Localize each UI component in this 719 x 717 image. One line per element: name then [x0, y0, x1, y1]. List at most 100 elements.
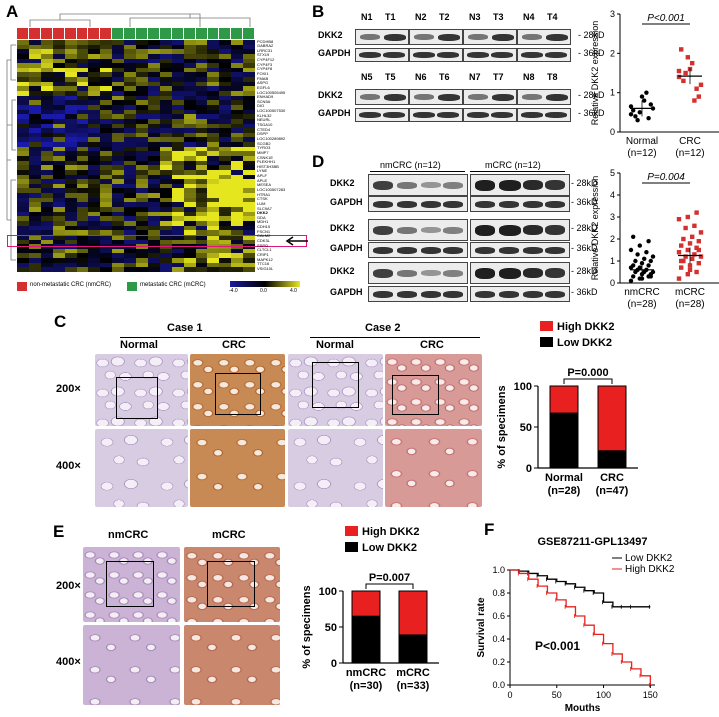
legend-m-swatch	[127, 282, 137, 291]
data-point	[635, 252, 640, 257]
heatmap-cell	[231, 137, 244, 143]
heatmap-cell	[64, 220, 77, 227]
group-cell	[219, 28, 232, 39]
heatmap-cell	[219, 253, 232, 259]
heatmap-cell	[159, 193, 173, 199]
heatmap-cell	[207, 202, 220, 208]
y-tick-label: 3	[610, 9, 615, 19]
heatmap-cell	[124, 63, 137, 69]
blot-gapdh	[463, 108, 517, 122]
heatmap-cell	[183, 174, 196, 180]
heatmap-cell	[207, 174, 220, 180]
group-n: (n=28)	[548, 485, 581, 497]
heatmap-cell	[124, 142, 137, 148]
c-case1-crc-400	[190, 429, 285, 507]
blot-band	[443, 181, 463, 189]
blot-band	[545, 112, 567, 118]
heatmap-cell	[100, 179, 113, 185]
heatmap-cell	[17, 207, 30, 213]
heatmap-cell	[183, 95, 196, 101]
gene-label: DKK2	[257, 210, 268, 216]
heatmap-cell	[159, 40, 173, 46]
panel-d-label: D	[312, 152, 325, 171]
heatmap-cell	[40, 216, 54, 222]
heatmap-cell	[171, 44, 185, 50]
heatmap-cell	[28, 174, 42, 180]
heatmap-cell	[183, 151, 196, 157]
heatmap-cell	[76, 202, 89, 208]
group-cell	[100, 28, 113, 39]
heatmap-cell	[76, 230, 89, 236]
heatmap-cell	[195, 179, 208, 185]
group-cell	[159, 28, 172, 39]
heatmap-cell	[147, 40, 161, 46]
heatmap-cell	[100, 95, 113, 101]
heatmap-cell	[207, 40, 220, 46]
heatmap-cell	[147, 202, 161, 208]
heatmap-cell	[231, 132, 244, 138]
heatmap-cell	[231, 72, 244, 78]
y-tick-label: 100	[319, 586, 337, 598]
heatmap-cell	[231, 258, 244, 264]
heatmap-cell	[17, 193, 30, 199]
heatmap-cell	[88, 211, 101, 217]
heatmap-cell	[183, 211, 196, 217]
c-case2: Case 2	[365, 322, 401, 334]
heatmap-cell	[171, 81, 185, 87]
heatmap-cell	[76, 53, 89, 60]
mw-label: - 28kD	[578, 90, 605, 100]
heatmap-cell	[231, 77, 244, 83]
heatmap-cell	[207, 63, 220, 69]
heatmap-cell	[231, 174, 244, 180]
heatmap-cell	[100, 137, 113, 143]
gene-label: SSPO	[257, 242, 269, 248]
heatmap-cell	[124, 67, 137, 73]
gene-label: LUM	[257, 200, 266, 206]
heatmap-cell	[147, 253, 161, 259]
heatmap-cell	[40, 239, 54, 245]
heatmap-cell	[147, 211, 161, 217]
heatmap-cell	[219, 100, 232, 106]
heatmap-cell	[231, 128, 244, 134]
heatmap-cell	[64, 137, 77, 143]
blot-band	[437, 52, 459, 58]
heatmap-cell	[207, 230, 220, 236]
heatmap-cell	[76, 109, 89, 115]
heatmap-cell	[171, 207, 185, 213]
heatmap-cell	[88, 207, 101, 213]
blot-dkk2	[517, 89, 571, 105]
heatmap-cell	[147, 123, 161, 129]
heatmap-cell	[159, 114, 173, 120]
heatmap-cell	[112, 169, 125, 176]
heatmap-cell	[88, 165, 101, 171]
heatmap-cell	[231, 253, 244, 259]
heatmap-cell	[112, 67, 125, 73]
heatmap-cell	[231, 91, 244, 97]
heatmap-cell	[159, 230, 173, 236]
data-point	[698, 82, 704, 87]
data-point	[676, 250, 682, 255]
c-case1-line	[120, 337, 270, 338]
blot-band	[499, 224, 521, 236]
blot-band	[522, 34, 542, 40]
heatmap-cell	[171, 67, 185, 73]
heatmap-cell	[136, 146, 149, 152]
heatmap-cell	[159, 258, 173, 264]
heatmap-cell	[159, 137, 173, 143]
heatmap-cell	[195, 91, 208, 97]
loading-label: GAPDH	[330, 197, 363, 207]
heatmap-cell	[28, 146, 42, 152]
heatmap-cell	[40, 253, 54, 259]
heatmap-cell	[219, 67, 232, 73]
heatmap-cell	[219, 104, 232, 111]
heatmap-cell	[159, 160, 173, 166]
heatmap-cell	[195, 44, 208, 50]
heatmap-cell	[243, 193, 256, 199]
heatmap-cell	[136, 202, 149, 208]
heatmap-cell	[88, 169, 101, 176]
bar-low	[398, 634, 428, 664]
data-point	[694, 86, 699, 91]
heatmap-cell	[124, 183, 137, 189]
heatmap-cell	[183, 58, 196, 64]
heatmap-cell	[219, 267, 232, 273]
